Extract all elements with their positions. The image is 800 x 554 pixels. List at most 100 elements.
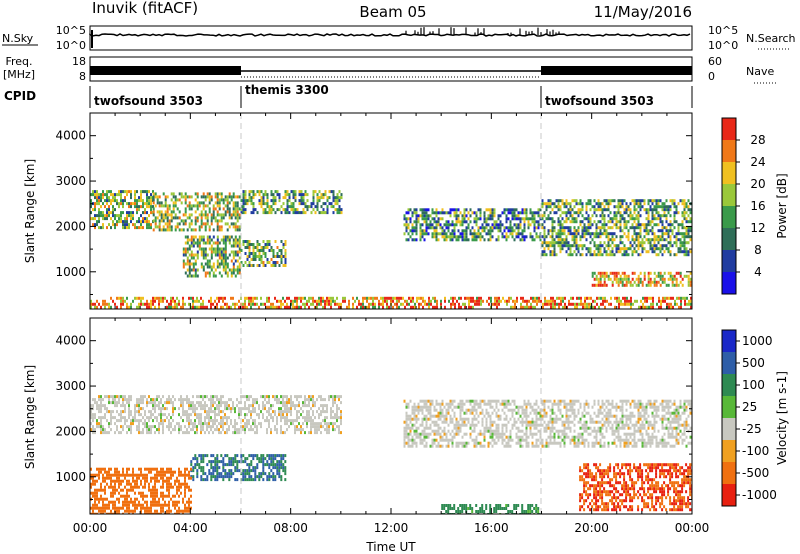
power-cell [324,202,327,206]
power-cell [102,217,104,221]
power-cell [210,238,213,242]
power-cell [196,244,199,248]
power-cell [569,208,572,212]
velocity-cell [429,405,432,409]
power-cell [330,296,332,300]
velocity-cell [142,416,144,420]
power-cell [494,302,496,306]
velocity-cell [459,429,462,433]
velocity-cell [322,410,324,414]
power-cell [284,193,287,197]
power-cell [587,214,590,218]
velocity-cell [485,420,488,424]
nsky-label: N.Sky [2,32,34,45]
velocity-cell [210,410,212,414]
velocity-cell [106,410,108,414]
velocity-cell [469,411,472,415]
velocity-cell [164,401,166,405]
power-cell [242,302,244,306]
power-cell [403,223,406,227]
power-cell [242,193,245,197]
power-cell [98,193,100,197]
velocity-cell [276,395,278,399]
power-cell [202,247,205,251]
power-cell [210,296,212,300]
power-cell [437,232,440,236]
power-cell [673,283,676,287]
power-cell [202,241,205,245]
velocity-cell [463,411,466,415]
power-colorbar-tick-label: 16 [750,199,765,213]
velocity-cell [110,401,112,405]
power-cell [561,211,564,215]
power-cell [551,223,554,227]
power-cell [413,211,416,215]
power-cell [609,217,612,221]
power-cell [487,229,490,233]
power-cell [298,211,301,215]
power-cell [547,202,550,206]
velocity-cell [280,428,282,432]
power-cell [106,302,108,306]
power-cell [633,220,636,224]
velocity-cell [148,419,150,423]
velocity-cell [186,398,188,402]
power-cell [621,247,624,251]
power-cell [166,305,168,309]
power-cell [232,222,235,226]
power-cell [581,244,584,248]
power-cell [252,208,255,212]
velocity-cell [314,404,316,408]
power-cell [216,222,219,226]
power-cell [184,192,187,196]
velocity-cell [116,419,118,423]
velocity-cell [443,414,446,418]
power-cell [162,192,165,196]
power-cell [593,277,596,281]
power-cell [108,196,110,200]
power-cell [238,244,241,248]
power-cell [236,210,239,214]
velocity-cell [320,398,322,402]
power-cell [148,302,150,306]
power-cell [517,232,520,236]
power-cell [463,217,466,221]
power-cell [549,250,552,254]
power-cell [270,264,273,267]
velocity-cell [302,428,304,432]
power-cell [212,207,215,211]
power-cell [224,198,227,202]
power-cell [294,211,297,215]
power-cell [254,302,256,306]
power-cell [537,235,540,239]
power-cell [116,296,118,300]
power-cell [494,299,496,303]
power-cell [282,255,285,258]
power-cell [216,201,219,205]
power-cell [479,238,482,242]
power-cell [206,305,208,309]
power-cell [240,249,243,252]
power-cell [687,283,690,287]
velocity-cell [417,426,420,430]
power-cell [495,238,498,242]
velocity-cell [200,401,202,405]
power-cell [641,244,644,248]
power-cell [434,299,436,303]
power-cell [657,205,660,209]
power-cell [260,261,263,264]
velocity-cell [136,404,138,408]
power-cell [491,217,494,221]
power-cell [445,235,448,239]
power-cell [579,235,582,239]
power-cell [687,232,690,236]
power-cell [653,280,656,284]
velocity-cell [284,431,286,435]
power-cell [282,296,284,300]
power-cell [340,302,342,306]
velocity-cell [138,410,140,414]
power-colorbar-tick-label: 28 [750,133,765,147]
nave-tick-top: 60 [708,55,722,68]
velocity-cell [441,420,444,424]
power-cell [533,223,536,227]
